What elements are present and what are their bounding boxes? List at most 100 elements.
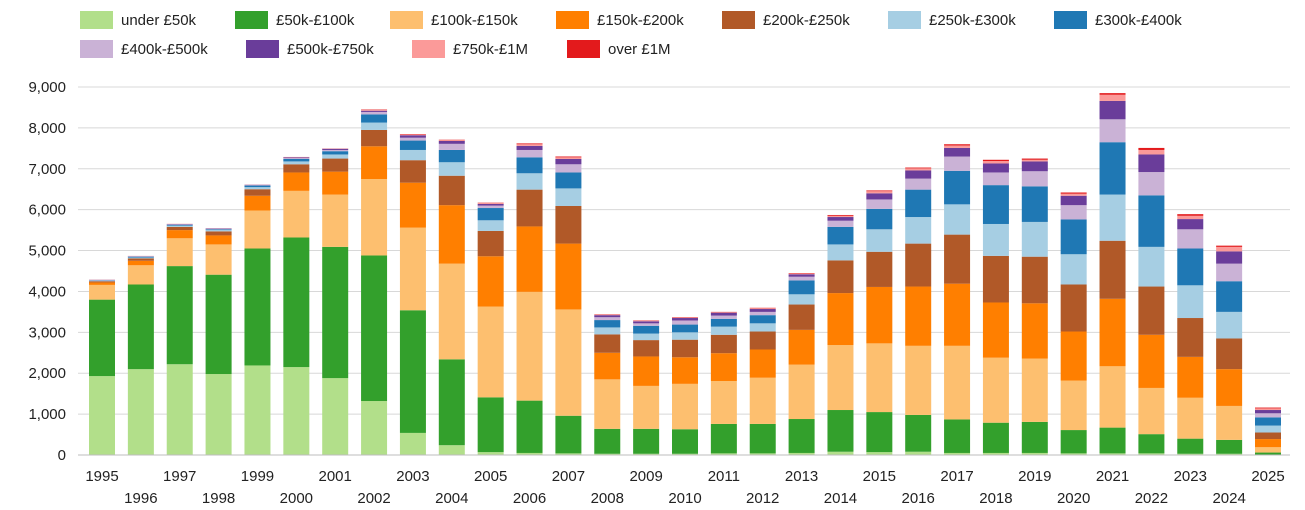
bar-segment[interactable]	[1216, 263, 1243, 282]
bar-segment[interactable]	[982, 255, 1009, 303]
bar-segment[interactable]	[905, 345, 932, 415]
bar-segment[interactable]	[710, 318, 737, 327]
bar-segment[interactable]	[944, 345, 971, 420]
bar-segment[interactable]	[1138, 154, 1165, 173]
bar-segment[interactable]	[1138, 147, 1165, 150]
bar-segment[interactable]	[244, 248, 271, 366]
bar-segment[interactable]	[710, 453, 737, 455]
bar-segment[interactable]	[982, 159, 1009, 162]
bar-segment[interactable]	[788, 304, 815, 330]
bar-segment[interactable]	[594, 320, 621, 328]
bar-segment[interactable]	[749, 349, 776, 378]
bar-segment[interactable]	[672, 339, 698, 358]
bar-segment[interactable]	[710, 315, 737, 319]
bar-segment[interactable]	[827, 410, 854, 452]
bar-segment[interactable]	[905, 451, 932, 455]
bar-segment[interactable]	[1177, 318, 1204, 357]
bar-segment[interactable]	[1060, 219, 1087, 255]
bar-segment[interactable]	[516, 173, 543, 190]
bar-segment[interactable]	[127, 369, 154, 455]
bar-segment[interactable]	[555, 453, 582, 455]
bar-segment[interactable]	[1177, 285, 1204, 319]
bar-segment[interactable]	[127, 256, 154, 258]
bar-segment[interactable]	[516, 144, 543, 146]
bar-segment[interactable]	[127, 265, 154, 285]
bar-segment[interactable]	[89, 284, 115, 300]
bar-segment[interactable]	[244, 365, 271, 455]
bar-segment[interactable]	[477, 397, 504, 453]
bar-segment[interactable]	[1216, 439, 1243, 454]
bar-segment[interactable]	[982, 357, 1009, 423]
bar-segment[interactable]	[1021, 421, 1048, 453]
bar-segment[interactable]	[594, 317, 621, 321]
bar-segment[interactable]	[127, 260, 154, 266]
bar-segment[interactable]	[1177, 215, 1204, 220]
bar-segment[interactable]	[205, 374, 232, 455]
bar-segment[interactable]	[1021, 158, 1048, 160]
bar-segment[interactable]	[1060, 284, 1087, 332]
bar-segment[interactable]	[749, 311, 776, 316]
bar-segment[interactable]	[982, 185, 1009, 224]
bar-segment[interactable]	[1138, 434, 1165, 454]
bar-segment[interactable]	[1060, 453, 1087, 455]
bar-segment[interactable]	[749, 331, 776, 350]
bar-segment[interactable]	[827, 345, 854, 411]
bar-segment[interactable]	[477, 452, 504, 455]
bar-segment[interactable]	[244, 189, 271, 196]
bar-segment[interactable]	[1216, 251, 1243, 264]
bar-segment[interactable]	[905, 170, 932, 179]
bar-segment[interactable]	[1099, 93, 1126, 95]
bar-segment[interactable]	[633, 428, 660, 454]
bar-segment[interactable]	[1060, 192, 1087, 194]
bar-segment[interactable]	[438, 140, 465, 144]
bar-segment[interactable]	[283, 172, 310, 191]
bar-segment[interactable]	[866, 452, 893, 455]
bar-segment[interactable]	[1255, 452, 1281, 455]
bar-segment[interactable]	[399, 140, 426, 150]
bar-segment[interactable]	[438, 162, 465, 176]
bar-segment[interactable]	[633, 321, 660, 324]
bar-segment[interactable]	[1255, 439, 1281, 448]
bar-segment[interactable]	[672, 324, 698, 333]
bar-segment[interactable]	[322, 151, 349, 155]
bar-segment[interactable]	[555, 164, 582, 173]
bar-segment[interactable]	[866, 251, 893, 287]
bar-segment[interactable]	[361, 122, 388, 130]
legend-item[interactable]: £150k-£200k	[556, 11, 684, 29]
bar-segment[interactable]	[283, 157, 310, 159]
bar-segment[interactable]	[1216, 245, 1243, 247]
bar-segment[interactable]	[788, 452, 815, 455]
bar-segment[interactable]	[1216, 369, 1243, 406]
bar-segment[interactable]	[866, 191, 893, 194]
bar-segment[interactable]	[866, 190, 893, 192]
bar-segment[interactable]	[905, 168, 932, 171]
bar-segment[interactable]	[205, 231, 232, 236]
bar-segment[interactable]	[594, 352, 621, 380]
bar-segment[interactable]	[905, 414, 932, 452]
bar-segment[interactable]	[1021, 171, 1048, 187]
bar-segment[interactable]	[672, 453, 698, 455]
bar-segment[interactable]	[672, 332, 698, 340]
bar-segment[interactable]	[555, 188, 582, 206]
bar-segment[interactable]	[827, 260, 854, 294]
bar-segment[interactable]	[1255, 432, 1281, 440]
bar-segment[interactable]	[788, 273, 815, 275]
bar-segment[interactable]	[1021, 221, 1048, 257]
legend-item[interactable]: £200k-£250k	[722, 11, 850, 29]
bar-segment[interactable]	[633, 385, 660, 429]
bar-segment[interactable]	[1138, 334, 1165, 388]
bar-segment[interactable]	[749, 323, 776, 332]
bar-segment[interactable]	[1177, 219, 1204, 230]
legend-item[interactable]: £300k-£400k	[1054, 11, 1182, 29]
bar-segment[interactable]	[205, 229, 232, 231]
bar-segment[interactable]	[166, 364, 193, 455]
bar-segment[interactable]	[399, 134, 426, 136]
bar-segment[interactable]	[166, 266, 193, 365]
bar-segment[interactable]	[944, 156, 971, 171]
bar-segment[interactable]	[866, 412, 893, 453]
bar-segment[interactable]	[788, 274, 815, 277]
bar-segment[interactable]	[1099, 240, 1126, 299]
bar-segment[interactable]	[827, 226, 854, 245]
bar-segment[interactable]	[516, 226, 543, 292]
bar-segment[interactable]	[283, 164, 310, 173]
